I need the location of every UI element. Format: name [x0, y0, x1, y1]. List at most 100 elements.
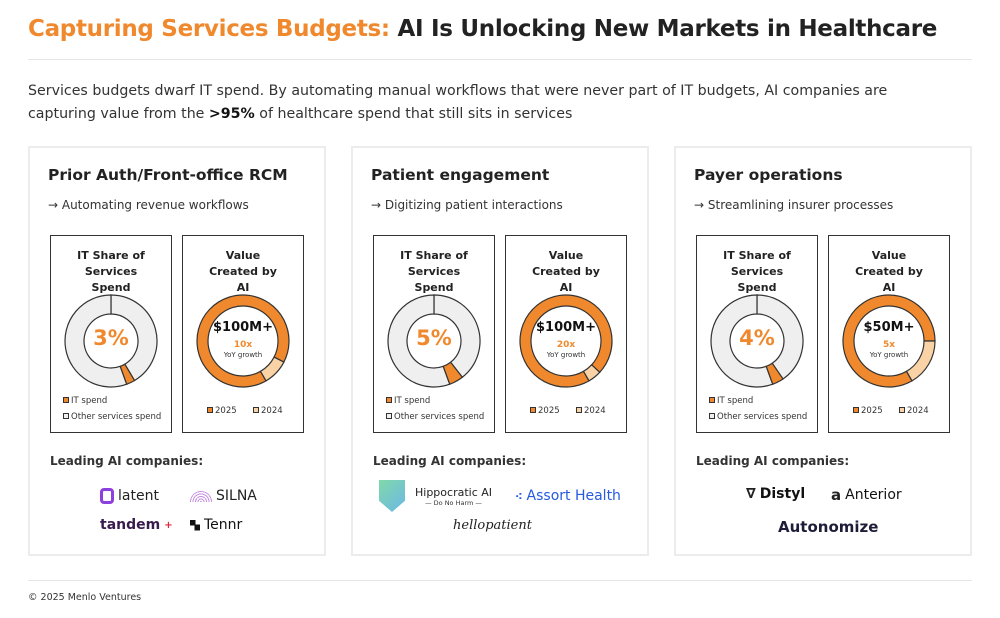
- legend-swatch: [709, 413, 715, 419]
- company-logo-silna: SILNA: [190, 488, 257, 504]
- company-logo-hippocratic-ai: Hippocratic AI — Do No Harm —: [379, 480, 492, 512]
- legend-it-spend: IT spend: [709, 396, 753, 406]
- donut-2024-segment: [582, 363, 601, 382]
- card-title: Prior Auth/Front-office RCM: [48, 166, 288, 184]
- legend-swatch: [207, 407, 213, 413]
- growth-multiple: 5x: [882, 340, 896, 350]
- subtitle: Services budgets dwarf IT spend. By auto…: [28, 83, 888, 122]
- it-share-donut: [710, 294, 804, 388]
- legend-swatch: [576, 407, 582, 413]
- segment-card: Payer operations → Streamlining insurer …: [674, 146, 972, 556]
- value-created-donut: [519, 294, 613, 388]
- card-tagline: → Digitizing patient interactions: [371, 198, 563, 212]
- value-created-panel: Value Created by AI $100M+ 20x YoY growt…: [505, 235, 627, 433]
- legend-swatch: [530, 407, 536, 413]
- it-share-panel: IT Share of Services Spend 4% IT spend O…: [696, 235, 818, 433]
- growth-multiple: 20x: [556, 340, 576, 350]
- legend-2025: 2025: [207, 406, 237, 416]
- value-created-title: Value Created by AI: [209, 249, 277, 294]
- leading-companies-label: Leading AI companies:: [696, 454, 850, 468]
- donut-2025-segment: [196, 294, 290, 388]
- card-tagline: → Streamlining insurer processes: [694, 198, 894, 212]
- donut-it-spend-segment: [765, 362, 784, 385]
- card-title: Payer operations: [694, 166, 843, 184]
- legend-2025: 2025: [853, 406, 883, 416]
- assort-logo-icon: ⁖: [515, 489, 523, 503]
- it-share-panel: IT Share of Services Spend 3% IT spend O…: [50, 235, 172, 433]
- value-created-panel: Value Created by AI $50M+ 5x YoY growth …: [828, 235, 950, 433]
- card-title: Patient engagement: [371, 166, 550, 184]
- it-share-donut: [64, 294, 158, 388]
- value-amount: $100M+: [212, 320, 273, 335]
- legend-swatch: [63, 413, 69, 419]
- legend-swatch: [63, 397, 69, 403]
- it-share-title: IT Share of Services Spend: [77, 249, 145, 294]
- company-logo-anterior: a Anterior: [831, 486, 902, 504]
- growth-multiple: 10x: [233, 340, 253, 350]
- donut-other-services-segment: [433, 294, 481, 379]
- donut-it-spend-segment: [119, 363, 136, 385]
- tennr-logo-icon: [190, 519, 200, 531]
- value-created-title: Value Created by AI: [532, 249, 600, 294]
- yoy-label: YoY growth: [223, 351, 263, 359]
- donut-other-services-segment: [710, 294, 774, 388]
- legend-swatch: [253, 407, 259, 413]
- donut-other-services-segment: [756, 294, 804, 380]
- legend-2025: 2025: [530, 406, 560, 416]
- it-share-value: 5%: [416, 326, 452, 350]
- donut-other-services-segment: [387, 294, 451, 388]
- anterior-logo-icon: a: [831, 486, 842, 504]
- yoy-label: YoY growth: [869, 351, 909, 359]
- legend-2024: 2024: [899, 406, 929, 416]
- donut-other-services-segment: [64, 294, 128, 388]
- company-logo-hellopatient: hellopatient: [453, 518, 532, 533]
- card-tagline: → Automating revenue workflows: [48, 198, 249, 212]
- it-share-value: 3%: [93, 326, 129, 350]
- company-logo-distyl: ∇ Distyl: [746, 486, 806, 502]
- company-logo-latent: latent: [100, 488, 159, 504]
- donut-it-spend-segment: [442, 361, 464, 385]
- divider: [28, 59, 972, 60]
- latent-logo-icon: [100, 488, 114, 504]
- leading-companies-label: Leading AI companies:: [50, 454, 204, 468]
- legend-swatch: [899, 407, 905, 413]
- divider: [28, 580, 972, 581]
- it-share-panel: IT Share of Services Spend 5% IT spend O…: [373, 235, 495, 433]
- segment-card: Patient engagement → Digitizing patient …: [351, 146, 649, 556]
- donut-2024-segment: [259, 356, 285, 382]
- value-created-donut: [842, 294, 936, 388]
- company-logo-assort-health: ⁖ Assort Health: [515, 488, 621, 504]
- company-logo-tennr: Tennr: [190, 517, 242, 533]
- legend-2024: 2024: [576, 406, 606, 416]
- page-title: Capturing Services Budgets: AI Is Unlock…: [28, 16, 938, 42]
- segment-card: Prior Auth/Front-office RCM → Automating…: [28, 146, 326, 556]
- it-share-donut: [387, 294, 481, 388]
- plus-icon: +: [164, 519, 173, 531]
- company-logo-autonomize: Autonomize: [778, 518, 879, 536]
- leading-companies-label: Leading AI companies:: [373, 454, 527, 468]
- legend-other-spend: Other services spend: [63, 412, 161, 422]
- legend-it-spend: IT spend: [63, 396, 107, 406]
- silna-logo-icon: [190, 490, 212, 502]
- legend-swatch: [709, 397, 715, 403]
- legend-swatch: [386, 413, 392, 419]
- value-created-donut: [196, 294, 290, 388]
- value-amount: $100M+: [535, 320, 596, 335]
- legend-2024: 2024: [253, 406, 283, 416]
- it-share-title: IT Share of Services Spend: [400, 249, 468, 294]
- it-share-value: 4%: [739, 326, 775, 350]
- donut-2025-segment: [519, 294, 613, 388]
- donut-2024-segment: [905, 340, 936, 382]
- company-logo-tandem: tandem +: [100, 517, 173, 533]
- donut-2025-segment: [842, 294, 936, 388]
- legend-it-spend: IT spend: [386, 396, 430, 406]
- distyl-logo-icon: ∇: [746, 486, 756, 502]
- donut-other-services-segment: [110, 294, 158, 382]
- copyright: © 2025 Menlo Ventures: [28, 592, 142, 603]
- yoy-label: YoY growth: [546, 351, 586, 359]
- value-created-panel: Value Created by AI $100M+ 10x YoY growt…: [182, 235, 304, 433]
- value-amount: $50M+: [863, 320, 915, 335]
- legend-swatch: [386, 397, 392, 403]
- hippocratic-shield-icon: [379, 480, 405, 512]
- legend-swatch: [853, 407, 859, 413]
